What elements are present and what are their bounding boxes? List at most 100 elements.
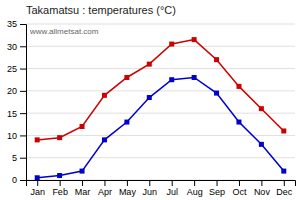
marker <box>281 169 286 174</box>
y-tick-mark <box>20 180 26 181</box>
marks <box>35 37 287 180</box>
marker <box>102 137 107 142</box>
marker <box>236 84 241 89</box>
x-axis: Jan Feb Mar Apr May Jun Jul Aug Sep Oct Nov Dec <box>27 180 296 197</box>
series-line <box>37 77 284 177</box>
y-tick: 35 <box>7 19 26 29</box>
marker <box>192 37 197 42</box>
x-tick-mark <box>127 180 128 186</box>
x-tick-label: Feb <box>52 187 68 197</box>
plot: 0 5 10 15 20 25 30 35 Jan Feb Mar Apr May Jun Jul Aug Se… <box>7 19 296 197</box>
y-axis-line <box>20 25 27 181</box>
marker <box>147 62 152 67</box>
x-tick-mark <box>104 180 105 186</box>
y-tick: 0 <box>12 175 26 185</box>
title: Takamatsu : temperatures (°C) <box>26 4 176 16</box>
y-tick: 20 <box>7 86 26 96</box>
x-tick: Sep <box>209 180 225 197</box>
x-tick: Jan <box>30 180 45 197</box>
x-axis-line <box>27 181 296 187</box>
y-tick-mark <box>20 46 26 47</box>
y-tick-mark <box>20 24 26 25</box>
x-tick-mark <box>172 180 173 186</box>
x-tick-mark <box>261 180 262 186</box>
x-tick-mark <box>60 180 61 186</box>
y-tick-mark <box>20 135 26 136</box>
chart: Takamatsu : temperatures (°C) 0 5 10 15 20 25 3… <box>0 0 305 200</box>
series-markers <box>35 37 287 142</box>
x-tick-mark <box>149 180 150 186</box>
x-tick-label: Oct <box>232 187 247 197</box>
marker <box>102 93 107 98</box>
y-tick-label: 25 <box>7 64 17 74</box>
y-tick-mark <box>20 158 26 159</box>
x-tick-label: Jan <box>30 187 45 197</box>
marker <box>192 75 197 80</box>
x-tick: Aug <box>187 180 203 197</box>
grid-line <box>26 68 295 69</box>
grid-line <box>26 157 295 158</box>
marker <box>259 142 264 147</box>
x-tick-mark <box>284 180 285 186</box>
x-tick-mark <box>217 180 218 186</box>
x-tick-label: May <box>119 187 137 197</box>
grid-line <box>26 46 295 47</box>
x-tick: Dec <box>276 180 293 197</box>
y-tick-label: 10 <box>7 131 17 141</box>
marker <box>281 128 286 133</box>
x-tick: May <box>119 180 137 197</box>
marker <box>124 75 129 80</box>
x-tick-label: Dec <box>276 187 293 197</box>
marker <box>214 91 219 96</box>
marker <box>214 57 219 62</box>
marker <box>169 42 174 47</box>
y-tick-mark <box>20 91 26 92</box>
marker <box>80 124 85 129</box>
marker <box>35 175 40 180</box>
x-tick-mark <box>82 180 83 186</box>
y-axis: 0 5 10 15 20 25 30 35 <box>7 19 27 185</box>
y-tick-mark <box>20 113 26 114</box>
marker <box>57 173 62 178</box>
marker <box>147 95 152 100</box>
marker <box>57 135 62 140</box>
y-tick-label: 5 <box>12 153 17 163</box>
marker <box>169 77 174 82</box>
x-tick-label: Jun <box>143 187 158 197</box>
y-tick-label: 30 <box>7 42 17 52</box>
grid-line <box>26 24 295 25</box>
x-tick-label: Jul <box>166 187 178 197</box>
marker <box>124 120 129 125</box>
grid-line <box>26 90 295 91</box>
x-tick: Nov <box>254 180 271 197</box>
y-tick-label: 0 <box>12 175 17 185</box>
marker <box>259 106 264 111</box>
x-tick-label: Aug <box>187 187 203 197</box>
x-tick-label: Apr <box>98 187 112 197</box>
series-markers <box>35 75 287 180</box>
x-tick-mark <box>194 180 195 186</box>
x-tick-label: Mar <box>75 187 91 197</box>
marker <box>80 169 85 174</box>
y-tick: 15 <box>7 109 26 119</box>
y-tick: 5 <box>12 153 26 163</box>
y-tick-label: 20 <box>7 86 17 96</box>
y-tick-label: 15 <box>7 109 17 119</box>
grid-line <box>26 113 295 114</box>
x-tick: Jul <box>166 180 178 197</box>
x-tick: Apr <box>98 180 112 197</box>
y-tick: 30 <box>7 42 26 52</box>
series-line <box>37 40 284 140</box>
x-tick-mark <box>37 180 38 186</box>
annotation: www.allmetsat.com <box>29 27 99 36</box>
y-tick-mark <box>20 69 26 70</box>
x-tick-mark <box>239 180 240 186</box>
y-tick-label: 35 <box>7 19 17 29</box>
x-tick: Oct <box>232 180 247 197</box>
grid <box>26 24 295 180</box>
x-tick: Feb <box>52 180 68 197</box>
x-tick-label: Sep <box>209 187 225 197</box>
marker <box>236 120 241 125</box>
x-tick: Mar <box>75 180 91 197</box>
y-tick: 25 <box>7 64 26 74</box>
